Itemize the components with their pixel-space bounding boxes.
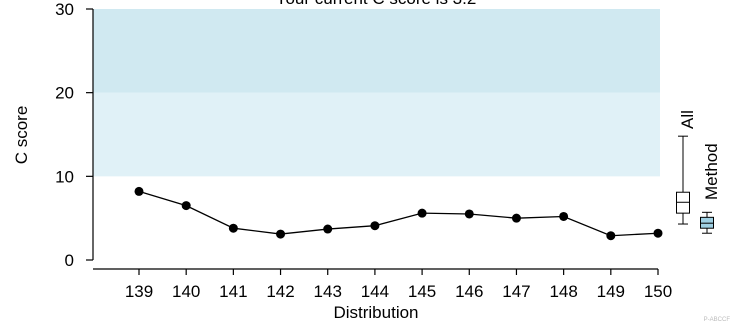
data-point-150 xyxy=(653,228,663,238)
x-tick-label-147: 147 xyxy=(502,282,530,301)
data-point-148 xyxy=(559,211,569,221)
x-tick-label-146: 146 xyxy=(455,282,483,301)
data-point-146 xyxy=(464,209,474,219)
y-tick-label-30: 30 xyxy=(55,0,74,19)
data-point-139 xyxy=(134,186,144,196)
c-score-series xyxy=(134,186,663,241)
y-tick-label-20: 20 xyxy=(55,84,74,103)
boxplot-all: All xyxy=(676,110,697,225)
score-bands xyxy=(93,9,660,177)
series-line xyxy=(138,190,659,237)
data-point-149 xyxy=(606,231,616,241)
x-tick-label-144: 144 xyxy=(361,282,389,301)
x-tick-label-149: 149 xyxy=(597,282,625,301)
x-tick-label-139: 139 xyxy=(125,282,153,301)
boxplot-label-method: Method xyxy=(702,143,721,200)
data-point-145 xyxy=(417,208,427,218)
data-point-142 xyxy=(276,229,286,239)
y-axis-label: C score xyxy=(12,106,31,165)
x-axis-label: Distribution xyxy=(333,303,418,322)
chart-title: Your current C score is 3.2 xyxy=(276,0,477,8)
y-axis: 0 10 20 30 xyxy=(55,0,94,270)
data-point-140 xyxy=(181,201,191,211)
x-tick-label-150: 150 xyxy=(644,282,672,301)
x-tick-label-148: 148 xyxy=(549,282,577,301)
boxplot-label-all: All xyxy=(678,110,697,129)
data-point-147 xyxy=(511,213,521,223)
y-tick-label-0: 0 xyxy=(65,251,74,270)
boxplot-summary: All Method xyxy=(676,110,721,234)
x-tick-label-141: 141 xyxy=(219,282,247,301)
score-band-2 xyxy=(93,9,660,93)
y-tick-label-10: 10 xyxy=(55,167,74,186)
x-tick-label-143: 143 xyxy=(314,282,342,301)
data-point-144 xyxy=(370,221,380,231)
x-tick-label-140: 140 xyxy=(172,282,200,301)
x-axis: 139 140 141 142 143 144 145 146 147 148 149 150 xyxy=(93,268,672,301)
data-point-143 xyxy=(323,224,333,234)
x-tick-label-145: 145 xyxy=(408,282,436,301)
data-point-141 xyxy=(228,223,238,233)
boxplot-method: Method xyxy=(700,143,721,234)
x-tick-label-142: 142 xyxy=(266,282,294,301)
watermark-text: P-ABCCF xyxy=(704,317,731,323)
score-band-1 xyxy=(93,92,660,177)
